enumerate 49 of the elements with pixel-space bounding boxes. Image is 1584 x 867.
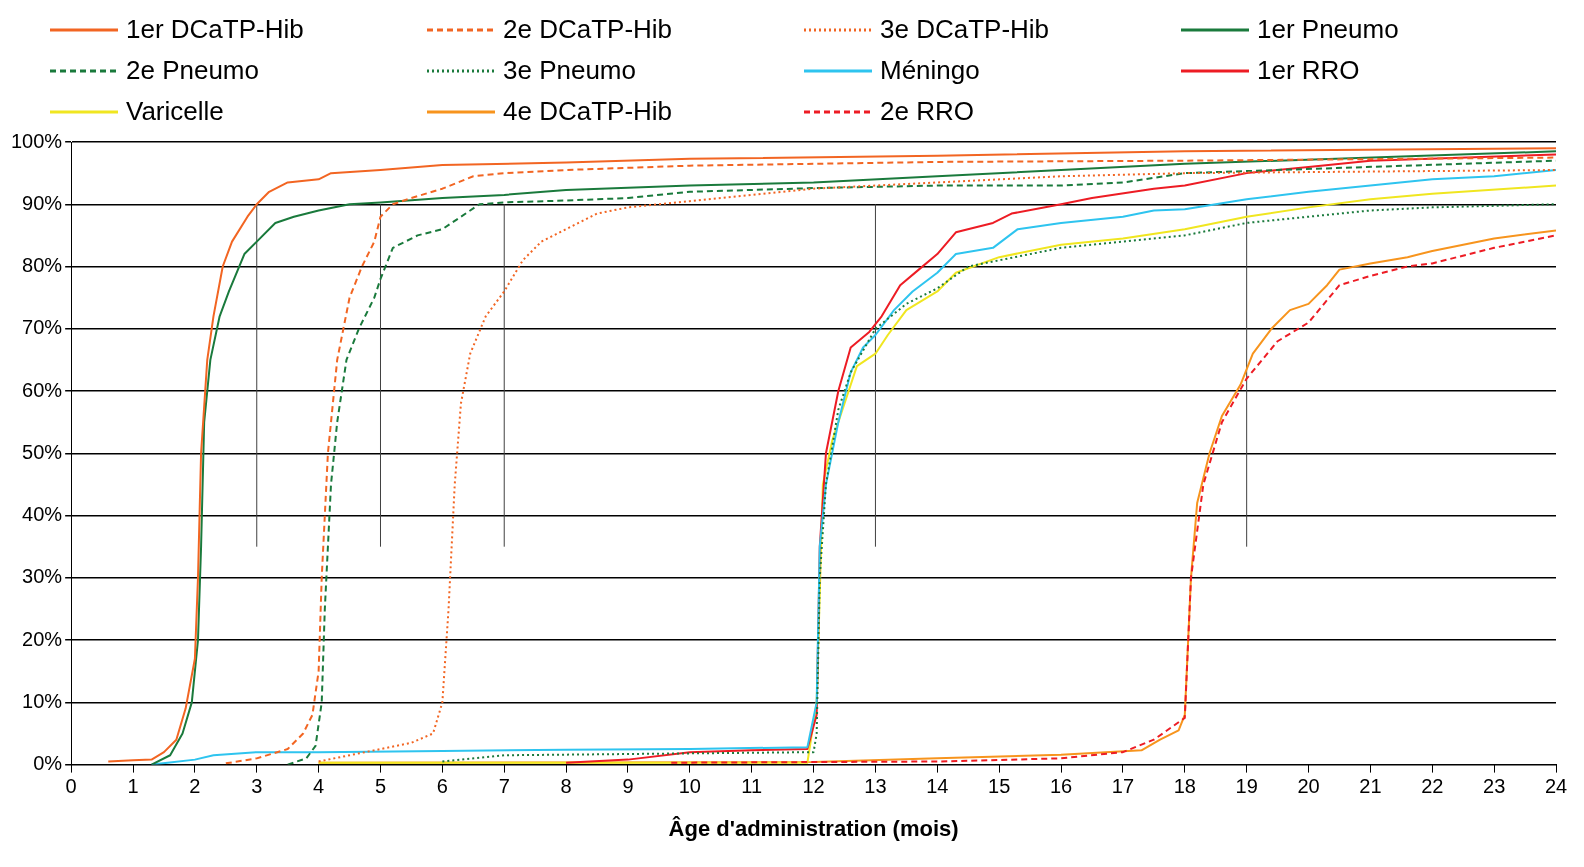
y-tick-label: 20% — [22, 627, 63, 650]
legend-label: 2e DCaTP-Hib — [503, 14, 673, 45]
y-tick-label: 90% — [22, 191, 63, 214]
legend-label: 1er RRO — [1257, 55, 1360, 86]
x-tick-label: 9 — [622, 775, 634, 798]
legend-label: 2e RRO — [880, 96, 974, 127]
y-tick-label: 40% — [22, 503, 63, 526]
x-tick-label: 3 — [251, 775, 263, 798]
x-tick-label: 16 — [1049, 775, 1073, 798]
y-tick-label: 60% — [22, 378, 63, 401]
x-tick-label: 0 — [65, 775, 77, 798]
x-tick-label: 6 — [436, 775, 448, 798]
y-tick-label: 0% — [33, 752, 63, 775]
legend-label: 3e DCaTP-Hib — [880, 14, 1050, 45]
x-tick-label: 20 — [1297, 775, 1320, 798]
legend-label: Méningo — [880, 55, 980, 86]
x-tick-label: 15 — [988, 775, 1011, 798]
legend-label: 3e Pneumo — [503, 55, 636, 86]
x-tick-label: 8 — [560, 775, 572, 798]
x-tick-label: 21 — [1359, 775, 1382, 798]
x-tick-label: 4 — [313, 775, 325, 798]
legend-label: 4e DCaTP-Hib — [503, 96, 673, 127]
line-series — [670, 234, 1556, 764]
x-tick-label: 12 — [802, 775, 825, 798]
y-tick-label: 30% — [22, 565, 63, 588]
legend-label: 2e Pneumo — [126, 55, 259, 86]
x-tick-label: 23 — [1483, 775, 1506, 798]
legend-label: 1er DCaTP-Hib — [126, 14, 304, 45]
y-tick-label: 70% — [22, 316, 63, 339]
x-tick-label: 18 — [1173, 775, 1196, 798]
x-tick-label: 1 — [127, 775, 139, 798]
x-tick-label: 19 — [1235, 775, 1258, 798]
x-tick-label: 13 — [864, 775, 887, 798]
legend-label: 1er Pneumo — [1257, 14, 1399, 45]
y-tick-label: 80% — [22, 254, 63, 277]
x-axis-title: Âge d'administration (mois) — [668, 815, 959, 841]
legend-label: Varicelle — [126, 96, 224, 127]
x-tick-label: 2 — [189, 775, 201, 798]
x-tick-label: 22 — [1421, 775, 1444, 798]
x-tick-label: 5 — [374, 775, 387, 798]
x-tick-label: 17 — [1111, 775, 1135, 798]
y-tick-label: 50% — [22, 440, 63, 463]
x-tick-label: 24 — [1544, 775, 1568, 798]
x-tick-label: 11 — [741, 775, 763, 798]
y-tick-label: 100% — [11, 129, 63, 152]
x-tick-label: 7 — [498, 775, 510, 798]
x-tick-label: 14 — [926, 775, 949, 798]
x-tick-label: 10 — [678, 775, 701, 798]
y-tick-label: 10% — [22, 689, 63, 712]
